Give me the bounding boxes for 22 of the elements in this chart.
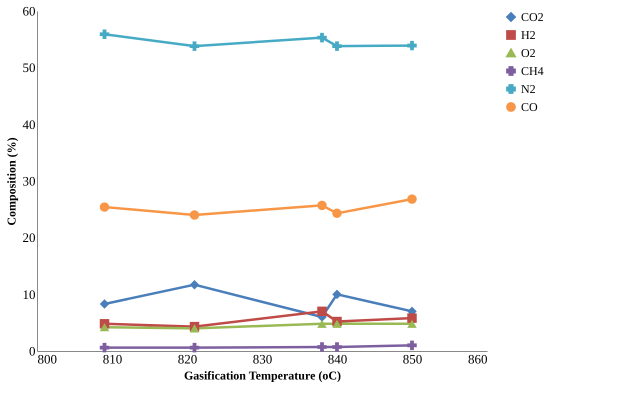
- x-tick-label: 810: [102, 352, 122, 366]
- x-tick-label: 830: [252, 352, 272, 366]
- y-tick-label: 60: [22, 4, 36, 18]
- y-tick-label: 0: [29, 344, 36, 358]
- y-tick-label: 30: [22, 174, 36, 188]
- legend-label: H2: [521, 28, 536, 42]
- legend-label: CO2: [521, 10, 544, 24]
- legend-label: CO: [521, 100, 538, 114]
- legend-label: N2: [521, 82, 536, 96]
- x-axis-title: Gasification Temperature (oC): [184, 368, 342, 382]
- x-tick-label: 820: [178, 352, 198, 366]
- y-tick-label: 10: [22, 286, 36, 302]
- y-tick-label: 20: [22, 230, 36, 246]
- y-tick-label: 40: [22, 116, 36, 132]
- y-axis-title: Composition (%): [4, 137, 18, 226]
- x-tick-label: 800: [38, 352, 57, 366]
- legend-label: O2: [521, 46, 536, 60]
- x-tick-label: 850: [402, 352, 422, 366]
- y-tick-label: 50: [22, 60, 36, 76]
- x-tick-label: 860: [468, 352, 488, 366]
- x-tick-label: 840: [328, 352, 348, 366]
- legend-label: CH4: [521, 64, 544, 78]
